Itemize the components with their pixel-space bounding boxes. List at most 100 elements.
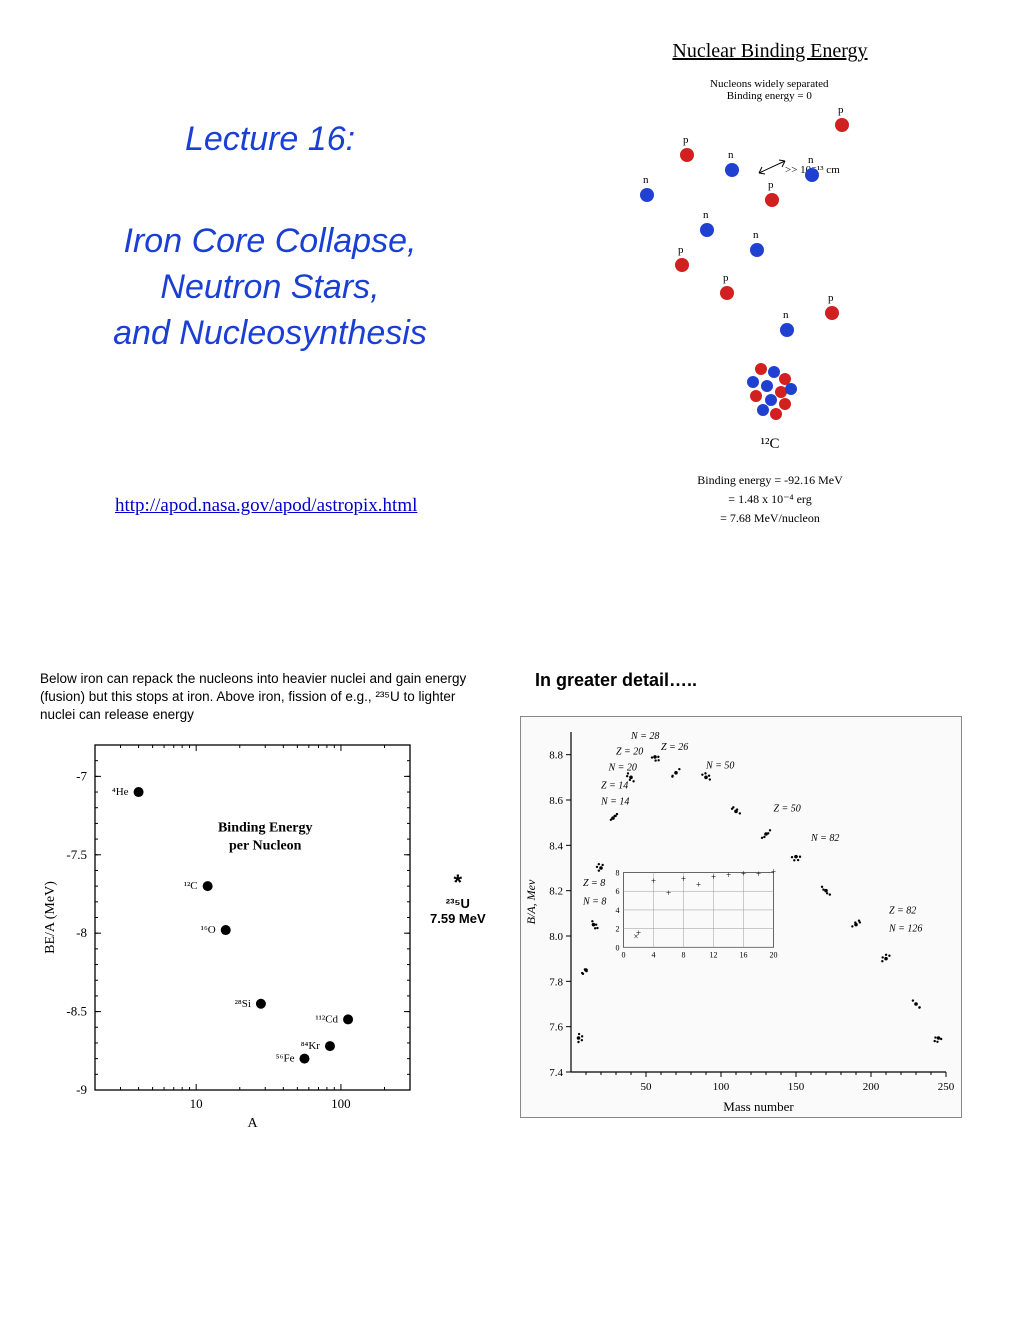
neutron-dot [700, 223, 714, 237]
proton-dot [825, 306, 839, 320]
nucleon-label: n [808, 154, 814, 166]
svg-text:+: + [741, 868, 746, 878]
c12-label: ¹²C [580, 436, 960, 453]
title-panel: Lecture 16: Iron Core Collapse, Neutron … [60, 120, 480, 357]
svg-text:0: 0 [616, 943, 620, 952]
svg-text:N = 126: N = 126 [888, 923, 922, 934]
svg-text:+: + [711, 872, 716, 882]
svg-text:⁴He: ⁴He [112, 786, 129, 798]
svg-text:20: 20 [770, 950, 778, 959]
title-line-2: Neutron Stars, [60, 265, 480, 311]
proton-dot [720, 286, 734, 300]
be-per-nucleon-panel: Below iron can repack the nucleons into … [40, 670, 480, 1135]
nucleon-label: n [728, 149, 734, 161]
svg-text:N = 82: N = 82 [810, 833, 839, 844]
svg-text:8: 8 [682, 950, 686, 959]
neutron-dot [780, 323, 794, 337]
svg-text:2: 2 [616, 925, 620, 934]
scattered-caption-1: Nucleons widely separated [710, 78, 829, 90]
svg-text:A: A [247, 1116, 258, 1131]
nucleon-label: p [838, 104, 844, 116]
svg-text:8.0: 8.0 [549, 931, 563, 943]
neutron-dot [768, 366, 780, 378]
nucleon-label: p [678, 244, 684, 256]
svg-text:BE/A (MeV): BE/A (MeV) [43, 880, 58, 953]
title-line-1: Iron Core Collapse, [60, 219, 480, 265]
proton-dot [835, 118, 849, 132]
nucleon-label: n [703, 209, 709, 221]
svg-text:150: 150 [788, 1081, 805, 1093]
caption-u235: ²³⁵U [375, 689, 399, 704]
svg-text:¹⁶O: ¹⁶O [201, 924, 216, 936]
neutron-dot [757, 404, 769, 416]
svg-text:7.8: 7.8 [549, 976, 563, 988]
svg-text:+: + [771, 866, 776, 876]
nucleon-label: n [783, 309, 789, 321]
svg-text:Binding Energy: Binding Energy [218, 820, 313, 835]
svg-text:+: + [681, 874, 686, 884]
svg-text:+: + [696, 879, 701, 889]
svg-text:-7: -7 [76, 768, 87, 783]
nucleon-label: p [723, 272, 729, 284]
svg-text:7.4: 7.4 [549, 1067, 563, 1079]
scattered-caption: Nucleons widely separated Binding energy… [710, 78, 829, 102]
svg-text:10: 10 [190, 1096, 203, 1111]
proton-dot [755, 363, 767, 375]
proton-dot [680, 148, 694, 162]
neutron-dot [805, 168, 819, 182]
svg-text:200: 200 [863, 1081, 880, 1093]
svg-text:+: + [756, 869, 761, 879]
svg-text:×: × [634, 931, 639, 941]
nucleon-label: p [683, 134, 689, 146]
title-line-3: and Nucleosynthesis [60, 311, 480, 357]
svg-text:-8.5: -8.5 [66, 1003, 87, 1018]
svg-text:N = 50: N = 50 [705, 760, 734, 771]
svg-text:8.6: 8.6 [549, 795, 563, 807]
svg-text:-9: -9 [76, 1082, 87, 1097]
svg-text:-7.5: -7.5 [66, 846, 87, 861]
svg-text:8.2: 8.2 [549, 886, 563, 898]
proton-dot [750, 390, 762, 402]
svg-text:7.6: 7.6 [549, 1022, 563, 1034]
apod-link[interactable]: http://apod.nasa.gov/apod/astropix.html [115, 495, 417, 517]
svg-text:16: 16 [740, 950, 748, 959]
neutron-dot [725, 163, 739, 177]
be-per-nucleon-chart: -7-7.5-8-8.5-910100ABE/A (MeV)Binding En… [40, 735, 420, 1135]
star-energy: 7.59 MeV [430, 911, 486, 926]
be-value-3: = 7.68 MeV/nucleon [580, 509, 960, 528]
nucleon-label: n [753, 229, 759, 241]
svg-text:8: 8 [616, 869, 620, 878]
nucleon-label: p [828, 292, 834, 304]
proton-dot [765, 193, 779, 207]
svg-text:Mass number: Mass number [723, 1099, 794, 1114]
c12-nucleus-diagram [735, 358, 805, 428]
proton-dot [770, 408, 782, 420]
bl-caption: Below iron can repack the nucleons into … [40, 670, 480, 725]
detail-panel: In greater detail….. 7.4 7.6 7.8 8.0 8.2 8.4 8… [520, 670, 980, 1118]
svg-text:250: 250 [938, 1081, 955, 1093]
star-symbol: * [430, 870, 486, 896]
svg-text:12: 12 [710, 950, 718, 959]
neutron-dot [750, 243, 764, 257]
svg-text:Z = 26: Z = 26 [661, 742, 688, 753]
svg-text:+: + [666, 888, 671, 898]
nbe-heading: Nuclear Binding Energy [580, 40, 960, 63]
neutron-dot [747, 376, 759, 388]
svg-text:¹¹²Cd: ¹¹²Cd [315, 1013, 338, 1025]
svg-text:¹²C: ¹²C [184, 880, 198, 892]
binding-energy-values: Binding energy = -92.16 MeV = 1.48 x 10⁻… [580, 471, 960, 529]
svg-text:Z = 50: Z = 50 [774, 803, 801, 814]
svg-text:8.4: 8.4 [549, 840, 563, 852]
binding-energy-panel: Nuclear Binding Energy Nucleons widely s… [580, 40, 960, 529]
svg-text:+: + [651, 876, 656, 886]
proton-dot [675, 258, 689, 272]
detail-title: In greater detail….. [535, 670, 980, 691]
svg-text:⁸⁴Kr: ⁸⁴Kr [301, 1040, 321, 1052]
proton-dot [779, 398, 791, 410]
svg-text:N = 14: N = 14 [600, 797, 629, 808]
lecture-number: Lecture 16: [60, 120, 480, 159]
svg-text:-8: -8 [76, 925, 87, 940]
svg-text:N = 20: N = 20 [608, 763, 637, 774]
detail-chart: 7.47.67.88.08.28.48.68.850100150200250Ma… [520, 716, 962, 1118]
svg-text:100: 100 [713, 1081, 730, 1093]
